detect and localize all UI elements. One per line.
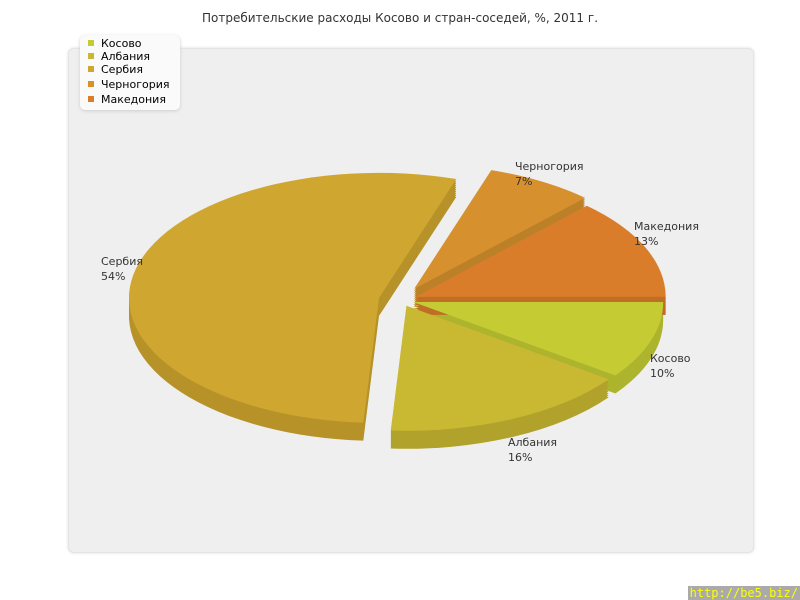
legend-label: Албания (101, 50, 151, 63)
legend-label: Косово (101, 37, 142, 50)
slice-Албания[interactable] (390, 305, 609, 431)
legend-item-serbia[interactable]: Сербия (88, 63, 143, 77)
legend-item-montenegro[interactable]: Черногория (88, 78, 169, 92)
data-label-macedonia: Македония 13% (634, 220, 699, 248)
data-label-serbia: Сербия 54% (101, 255, 143, 283)
data-label-kosovo: Косово 10% (650, 352, 691, 380)
legend-swatch (88, 40, 94, 46)
legend-item-macedonia[interactable]: Македония (88, 93, 166, 107)
slice-Косово[interactable] (413, 301, 664, 376)
legend-swatch (88, 96, 94, 102)
legend-label: Македония (101, 93, 166, 106)
chart-title: Потребительские расходы Косово и стран-с… (201, 11, 599, 25)
legend-item-kosovo[interactable]: Косово (88, 37, 142, 51)
legend-swatch (88, 53, 94, 59)
legend-label: Сербия (101, 63, 143, 76)
legend-swatch (88, 66, 94, 72)
slice-Македония[interactable] (415, 205, 666, 297)
slice-Черногория[interactable] (414, 170, 586, 289)
data-label-albania: Албания 16% (508, 436, 558, 464)
legend-item-albania[interactable]: Албания (88, 50, 150, 64)
data-label-montenegro: Черногория 7% (515, 160, 584, 188)
slice-Сербия[interactable] (128, 172, 457, 423)
watermark: http://be5.biz/ (687, 586, 800, 600)
legend-swatch (88, 81, 94, 87)
legend: Косово Албания Сербия Черногория Македон… (80, 35, 180, 110)
legend-label: Черногория (101, 78, 170, 91)
